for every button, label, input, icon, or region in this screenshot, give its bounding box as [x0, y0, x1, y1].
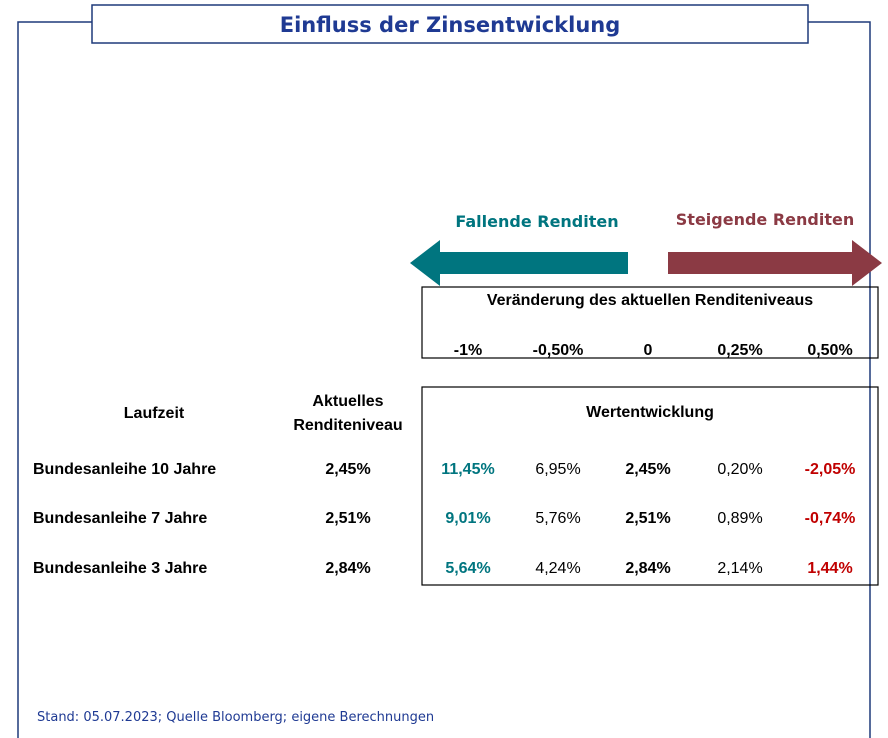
- row-value: 11,45%: [441, 461, 495, 478]
- footer: Stand: 05.07.2023; Quelle Bloomberg; eig…: [37, 710, 435, 725]
- row-value: 2,51%: [625, 510, 671, 527]
- change-label: 0,50%: [807, 342, 853, 359]
- row-level: 2,45%: [325, 461, 371, 478]
- row-value: 2,14%: [717, 560, 763, 577]
- header-laufzeit: Laufzeit: [123, 405, 185, 422]
- row-name: Bundesanleihe 3 Jahre: [33, 560, 208, 577]
- row-level: 2,84%: [325, 560, 371, 577]
- rising-arrow: [668, 240, 882, 286]
- row-name: Bundesanleihe 7 Jahre: [33, 510, 208, 527]
- change-label: -0,50%: [532, 342, 584, 359]
- falling-label: Fallende Renditen: [455, 212, 619, 231]
- rising-label: Steigende Renditen: [675, 210, 855, 229]
- header-wertentwicklung: Wertentwicklung: [586, 404, 714, 421]
- row-value: 9,01%: [445, 510, 491, 527]
- row-value: 0,20%: [717, 461, 763, 478]
- title-box: [91, 4, 809, 44]
- row-name: Bundesanleihe 10 Jahre: [33, 461, 217, 478]
- change-label: -1%: [453, 342, 483, 359]
- row-value: 6,95%: [535, 461, 581, 478]
- row-value: -2,05%: [804, 461, 856, 478]
- row-value: 5,64%: [445, 560, 491, 577]
- row-value: 0,89%: [717, 510, 763, 527]
- change-header: Veränderung des aktuellen Renditeniveaus: [486, 292, 814, 309]
- row-value: -0,74%: [804, 510, 856, 527]
- falling-arrow: [410, 240, 628, 286]
- row-value: 5,76%: [535, 510, 581, 527]
- row-level: 2,51%: [325, 510, 371, 527]
- change-label: 0: [643, 342, 653, 359]
- frame-border: [17, 21, 871, 738]
- row-value: 4,24%: [535, 560, 581, 577]
- title: Einfluss der Zinsentwicklung: [279, 13, 621, 37]
- row-value: 2,45%: [625, 461, 671, 478]
- change-label: 0,25%: [717, 342, 763, 359]
- row-value: 1,44%: [807, 560, 853, 577]
- row-value: 2,84%: [625, 560, 671, 577]
- header-level: Aktuelles Renditeniveau: [293, 393, 403, 434]
- value-box: [421, 386, 879, 586]
- change-box: [421, 286, 879, 359]
